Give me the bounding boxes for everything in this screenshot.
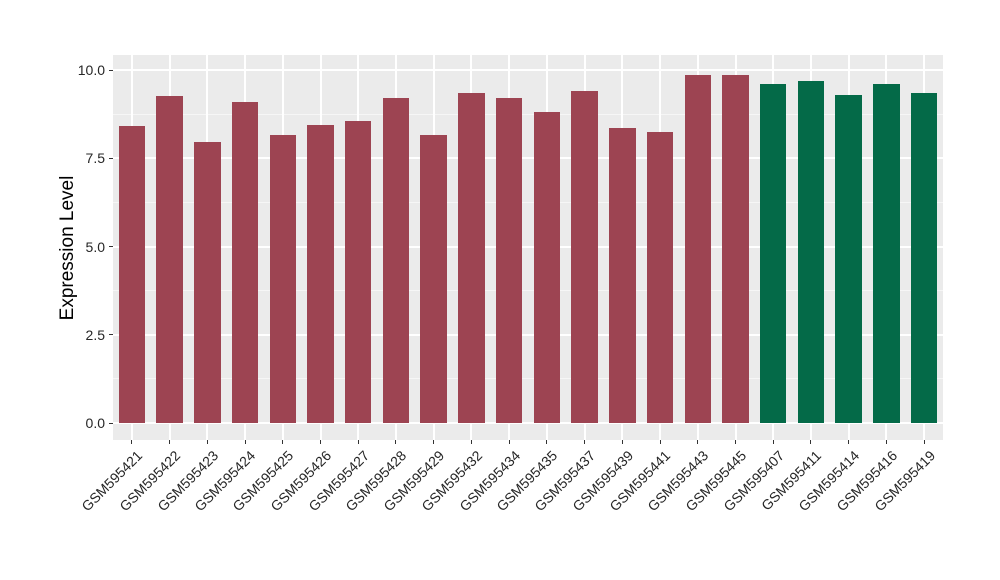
x-tick-mark xyxy=(810,440,812,444)
x-tick-mark xyxy=(735,440,736,444)
bar xyxy=(571,91,598,423)
x-tick-mark xyxy=(131,440,133,444)
bar xyxy=(156,96,183,423)
bar xyxy=(835,94,862,423)
major-gridline xyxy=(113,422,943,424)
x-tick-mark xyxy=(546,440,548,444)
bar xyxy=(269,135,296,423)
major-gridline xyxy=(113,69,943,71)
bar xyxy=(684,75,711,423)
minor-gridline xyxy=(113,201,943,203)
bar xyxy=(760,84,787,423)
x-tick-mark xyxy=(320,440,321,444)
x-tick-mark xyxy=(282,440,284,444)
x-tick-mark xyxy=(659,440,661,444)
bar xyxy=(231,101,259,423)
bar xyxy=(382,98,410,423)
bar xyxy=(194,142,221,423)
bar xyxy=(722,75,749,423)
x-tick-mark xyxy=(508,440,510,444)
bar xyxy=(609,128,636,423)
x-tick-mark xyxy=(923,440,925,444)
minor-gridline xyxy=(113,113,943,115)
bar xyxy=(495,98,523,423)
bar xyxy=(420,135,447,423)
bar xyxy=(797,80,825,423)
y-tick-label: 0.0 xyxy=(85,415,105,431)
y-tick-mark xyxy=(109,69,113,71)
x-tick-mark xyxy=(470,440,472,444)
major-gridline xyxy=(113,245,943,248)
x-tick-mark xyxy=(584,440,586,444)
x-tick-mark xyxy=(885,440,887,444)
y-tick-label: 7.5 xyxy=(85,150,105,167)
y-tick-label: 5.0 xyxy=(85,238,105,255)
x-tick-mark xyxy=(621,440,623,444)
bar xyxy=(873,84,900,423)
bar xyxy=(345,121,372,423)
x-tick-mark xyxy=(244,440,246,444)
x-tick-mark xyxy=(697,440,699,444)
major-gridline xyxy=(113,157,943,160)
x-tick-mark xyxy=(772,440,774,444)
bar xyxy=(910,92,938,423)
y-tick-mark xyxy=(109,334,113,336)
major-gridline xyxy=(113,333,943,336)
bar xyxy=(458,92,485,423)
y-tick-label: 10.0 xyxy=(77,62,105,78)
x-tick-mark xyxy=(169,440,171,444)
minor-gridline xyxy=(113,290,943,292)
y-tick-label: 2.5 xyxy=(85,326,105,343)
bar xyxy=(646,131,674,423)
plot-panel xyxy=(113,55,943,440)
y-tick-mark xyxy=(109,246,113,247)
x-tick-mark xyxy=(206,440,208,444)
x-tick-mark xyxy=(357,440,359,444)
bar xyxy=(118,126,146,423)
minor-gridline xyxy=(113,378,943,380)
x-tick-mark xyxy=(848,440,850,444)
x-tick-mark xyxy=(433,440,435,444)
y-tick-mark xyxy=(109,157,113,159)
y-tick-mark xyxy=(109,422,113,424)
bar xyxy=(307,124,334,423)
x-tick-mark xyxy=(395,440,397,444)
bar xyxy=(533,112,561,423)
